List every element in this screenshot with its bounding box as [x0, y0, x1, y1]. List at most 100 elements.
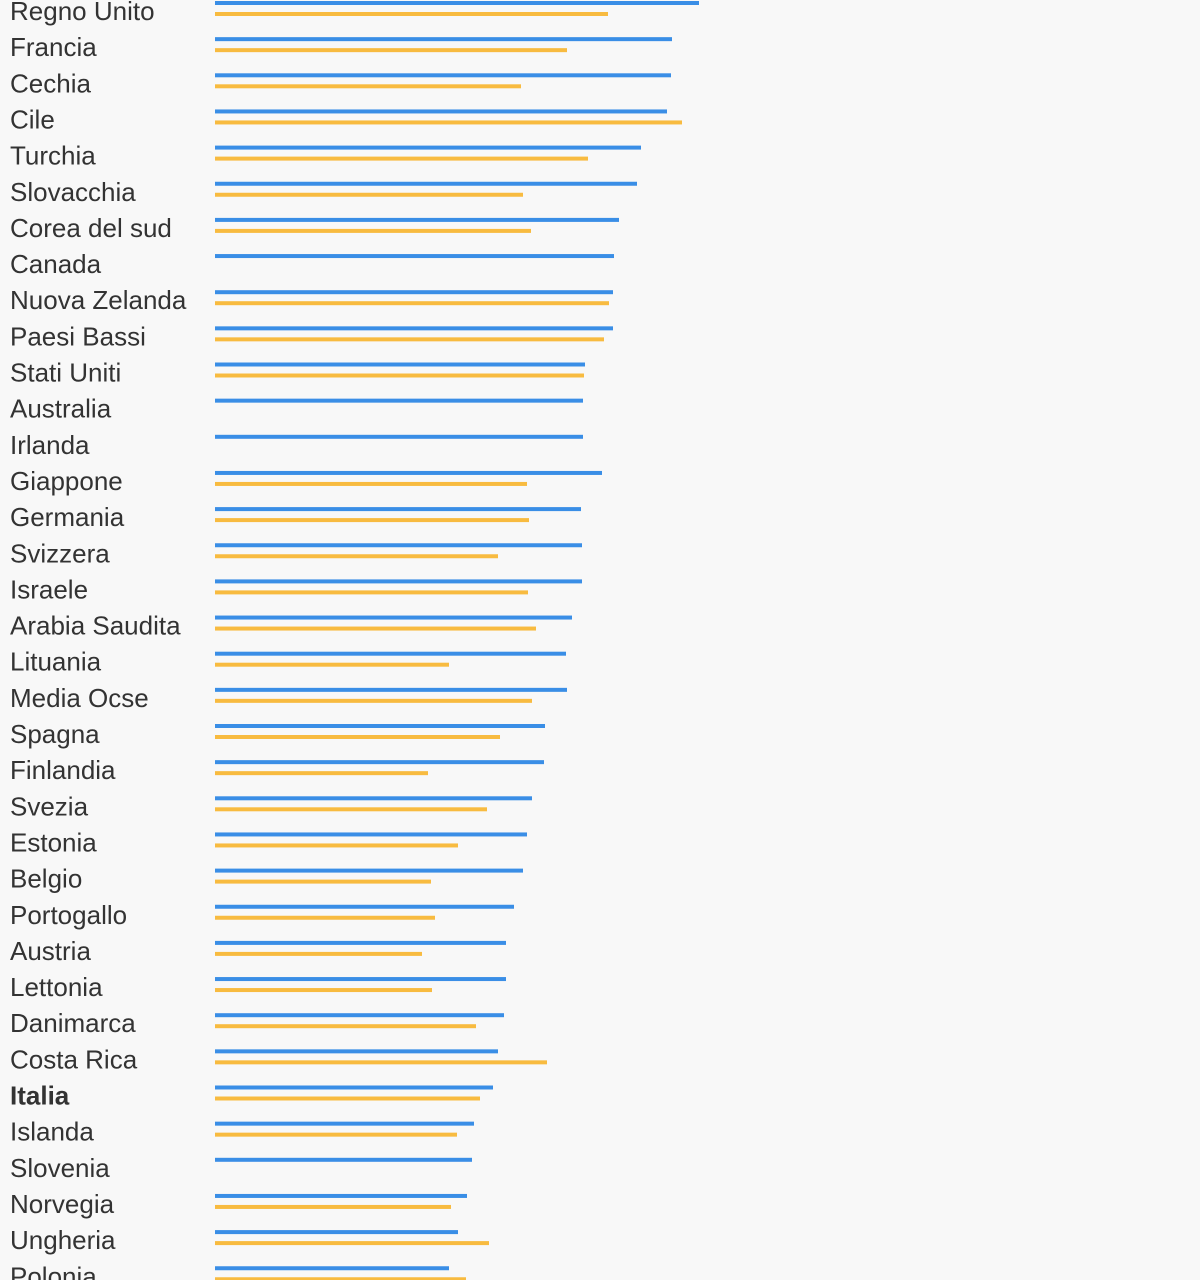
category-label: Irlanda: [10, 430, 90, 460]
chart-row: Cechia: [10, 68, 671, 98]
bar-series-b: [215, 156, 588, 161]
bar-series-a: [215, 1266, 449, 1271]
category-label: Germania: [10, 502, 125, 532]
chart-row: Lettonia: [10, 972, 506, 1002]
category-label: Media Ocse: [10, 683, 149, 713]
bar-series-b: [215, 48, 567, 53]
chart-row: Svezia: [10, 791, 532, 821]
bar-series-b: [215, 951, 422, 956]
chart-row: Lituania: [10, 647, 566, 677]
category-label: Danimarca: [10, 1008, 136, 1038]
chart-row: Estonia: [10, 827, 527, 857]
bar-series-a: [215, 37, 672, 42]
chart-row: Irlanda: [10, 430, 583, 460]
chart-row: Paesi Bassi: [10, 321, 613, 351]
category-label: Austria: [10, 936, 91, 966]
bar-series-b: [215, 807, 487, 812]
bar-series-b: [215, 626, 536, 631]
bar-series-b: [215, 120, 682, 125]
category-label: Italia: [10, 1081, 70, 1111]
category-label: Svezia: [10, 791, 89, 821]
bar-series-b: [215, 662, 449, 667]
category-label: Polonia: [10, 1261, 97, 1280]
chart-row: Israele: [10, 574, 582, 604]
chart-row: Corea del sud: [10, 213, 619, 243]
category-label: Israele: [10, 574, 88, 604]
category-label: Portogallo: [10, 900, 127, 930]
chart-row: Germania: [10, 502, 581, 532]
bar-series-b: [215, 1060, 547, 1065]
chart-row: Finlandia: [10, 755, 544, 785]
chart-row: Slovenia: [10, 1153, 472, 1183]
bar-series-a: [215, 579, 582, 584]
chart-row: Austria: [10, 936, 506, 966]
bar-series-b: [215, 481, 527, 486]
bar-series-a: [215, 254, 614, 259]
chart-row: Spagna: [10, 719, 545, 749]
bar-series-b: [215, 590, 528, 595]
bar-series-a: [215, 1157, 472, 1162]
category-label: Cile: [10, 104, 55, 134]
bar-series-b: [215, 192, 523, 197]
category-label: Giappone: [10, 466, 123, 496]
bar-series-b: [215, 843, 458, 848]
bar-series-b: [215, 84, 521, 89]
bar-series-a: [215, 832, 527, 837]
bar-series-a: [215, 940, 506, 945]
category-label: Canada: [10, 249, 102, 279]
bar-series-b: [215, 1132, 457, 1137]
bar-series-a: [215, 796, 532, 801]
chart-row: Francia: [10, 32, 672, 62]
chart-row: Svizzera: [10, 538, 582, 568]
bar-series-b: [215, 12, 608, 16]
category-label: Svizzera: [10, 538, 110, 568]
chart-row: Costa Rica: [10, 1044, 547, 1074]
bar-series-a: [215, 109, 667, 114]
bar-series-a: [215, 145, 641, 150]
category-label: Norvegia: [10, 1189, 115, 1219]
category-label: Slovacchia: [10, 177, 136, 207]
bar-series-a: [215, 362, 585, 367]
chart-row: Belgio: [10, 864, 523, 894]
bar-series-a: [215, 687, 567, 692]
chart-row: Ungheria: [10, 1225, 489, 1255]
bar-series-b: [215, 1024, 476, 1029]
chart-row: Media Ocse: [10, 683, 567, 713]
bar-series-a: [215, 181, 637, 186]
category-label: Spagna: [10, 719, 100, 749]
bar-series-a: [215, 470, 602, 475]
category-label: Ungheria: [10, 1225, 116, 1255]
bar-series-a: [215, 543, 582, 548]
category-label: Corea del sud: [10, 213, 172, 243]
chart-row: Islanda: [10, 1117, 474, 1147]
bar-series-a: [215, 1013, 504, 1018]
category-label: Estonia: [10, 827, 97, 857]
bar-series-a: [215, 868, 523, 873]
category-label: Australia: [10, 394, 112, 424]
category-label: Slovenia: [10, 1153, 110, 1183]
category-label: Francia: [10, 32, 97, 62]
chart-row: Turchia: [10, 141, 641, 171]
bar-series-b: [215, 1096, 480, 1101]
chart-row: Slovacchia: [10, 177, 637, 207]
bar-series-a: [215, 904, 514, 909]
bar-series-b: [215, 518, 529, 523]
bar-series-a: [215, 724, 545, 728]
bar-series-a: [215, 434, 583, 439]
category-label: Stati Uniti: [10, 358, 121, 388]
bar-series-b: [215, 1204, 451, 1209]
chart-row: Norvegia: [10, 1189, 467, 1219]
category-label: Finlandia: [10, 755, 116, 785]
category-label: Regno Unito: [10, 0, 155, 26]
bar-series-b: [215, 228, 531, 233]
category-label: Costa Rica: [10, 1044, 138, 1074]
bar-series-b: [215, 771, 428, 776]
bar-series-a: [215, 1193, 467, 1198]
bar-series-b: [215, 915, 435, 920]
bar-series-b: [215, 301, 609, 306]
chart-row: Stati Uniti: [10, 358, 585, 388]
bar-series-b: [215, 735, 500, 739]
bar-series-a: [215, 290, 613, 295]
bar-series-b: [215, 698, 532, 703]
